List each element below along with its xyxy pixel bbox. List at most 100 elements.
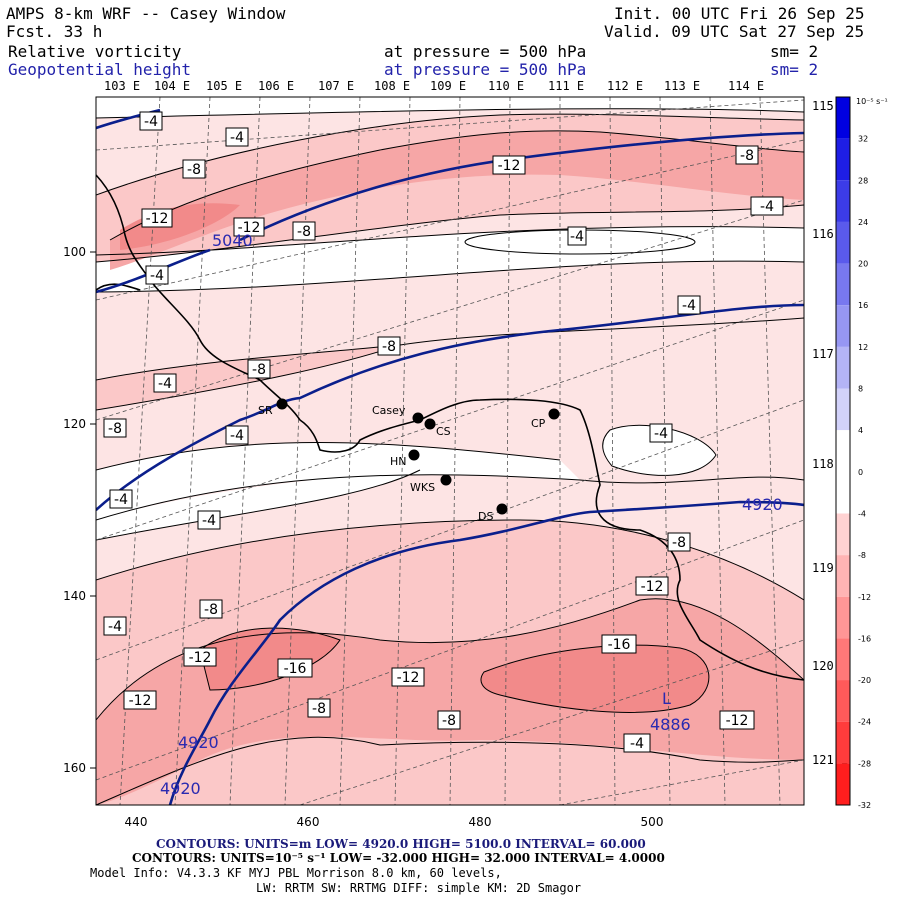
station-label: CP [531,417,546,430]
svg-text:-4: -4 [150,268,164,284]
colorbar-swatch [836,513,850,556]
height-label: 5040 [212,231,253,250]
station-dot [408,449,420,461]
valid-time: Valid. 09 UTC Sat 27 Sep 25 [604,22,865,41]
svg-text:160: 160 [63,761,86,775]
svg-text:-8: -8 [740,148,754,164]
colorbar-swatch [836,680,850,722]
svg-text:-12: -12 [238,220,261,236]
station-label: DS [478,510,493,523]
vort-label: -8 [667,532,691,552]
height-label: 4920 [178,733,219,752]
svg-text:107 E: 107 E [318,79,354,93]
colorbar-tick-label: -20 [858,676,871,685]
colorbar-unit: 10⁻⁵ s⁻¹ [856,97,888,106]
colorbar-swatch [836,430,850,472]
shade-white-mid2 [96,470,420,540]
footer-height-contours: CONTOURS: UNITS=m LOW= 4920.0 HIGH= 5100… [156,837,646,851]
vort-label: -8 [437,710,461,730]
vort-label: -4 [567,226,587,246]
colorbar-swatch [836,721,850,764]
svg-text:-8: -8 [108,421,122,437]
field2-name: Geopotential height [8,60,192,79]
vort-label: -4 [225,425,249,445]
vort-label: -12 [123,690,157,710]
vort-label: -8 [292,221,316,241]
vort-label: -12 [635,576,669,596]
svg-text:140: 140 [63,589,86,603]
field1-name: Relative vorticity [8,42,182,61]
lat-lon-grid [96,97,804,805]
svg-text:-12: -12 [641,579,664,595]
svg-text:-16: -16 [608,637,631,653]
colorbar-swatch [836,263,850,306]
svg-text:103 E: 103 E [104,79,140,93]
svg-text:-16: -16 [284,661,307,677]
colorbar-tick-label: -16 [858,634,871,643]
colorbar-tick-label: 24 [858,218,868,227]
svg-text:109 E: 109 E [430,79,466,93]
field2-smoothing: sm= 2 [770,60,819,79]
svg-text:460: 460 [297,815,320,829]
svg-text:-4: -4 [654,426,668,442]
svg-text:120: 120 [63,417,86,431]
station-dot [276,398,288,410]
vort-label: -4 [623,733,651,753]
colorbar-tick-label: 28 [858,176,868,185]
shade-white-mid [96,442,580,520]
shade-white-right [602,425,716,476]
height-label: 4920 [160,779,201,798]
footer-vorticity-contours: CONTOURS: UNITS=10⁻⁵ s⁻¹ LOW= -32.000 HI… [132,851,665,865]
vort-label: -12 [233,217,265,237]
vort-label: -8 [735,145,759,165]
colorbar-tick-label: -28 [858,759,871,768]
vort-label: -12 [141,208,173,228]
low-center-label: L [662,689,671,708]
vort-label: -8 [377,336,401,356]
shade-max-west [200,628,340,690]
station-label: HN [390,455,407,468]
svg-text:108 E: 108 E [374,79,410,93]
colorbar-tick-label: -24 [858,718,871,727]
svg-text:114 E: 114 E [728,79,764,93]
colorbar-tick-label: -4 [858,509,866,518]
colorbar-swatch [836,305,850,347]
vorticity-shading [96,97,804,805]
station-dot [424,418,436,430]
vort-label: -8 [247,359,271,379]
svg-text:-8: -8 [187,162,201,178]
svg-text:105 E: 105 E [206,79,242,93]
svg-text:-8: -8 [252,362,266,378]
colorbar-swatch [836,763,850,805]
vorticity-labels: -4 -4 -8 -12 -8 -12 -12 -8 -4 -4 -4 -8 -… [103,111,784,753]
svg-text:-12: -12 [397,670,420,686]
svg-text:-4: -4 [202,513,216,529]
vorticity-contours [96,108,804,805]
svg-text:112 E: 112 E [607,79,643,93]
colorbar-swatch [836,555,850,597]
svg-text:-4: -4 [230,428,244,444]
height-label: 4920 [742,495,783,514]
svg-text:111 E: 111 E [548,79,584,93]
stations: Casey CS CP SR HN WKS DS [258,398,560,523]
field2-level: at pressure = 500 hPa [384,60,587,79]
colorbar-tick-label: 4 [858,426,863,435]
colorbar-tick-label: -8 [858,551,866,560]
colorbar-swatch [836,471,850,514]
vort-label: -8 [103,418,127,438]
station-dot [440,474,452,486]
svg-text:-8: -8 [204,602,218,618]
colorbar-tick-label: 12 [858,343,868,352]
svg-text:440: 440 [125,815,148,829]
plot-frame [95,96,805,806]
height-labels: 5040 4920 4920 4920 4886 L [160,231,783,798]
station-dot [412,412,424,424]
vort-label: -4 [649,423,673,443]
vort-label: -16 [601,634,637,654]
colorbar-tick-label: 16 [858,301,868,310]
svg-text:104 E: 104 E [154,79,190,93]
vort-label: -4 [103,616,127,636]
colorbar-tick-label: 8 [858,385,863,394]
station-label: Casey [372,404,406,417]
